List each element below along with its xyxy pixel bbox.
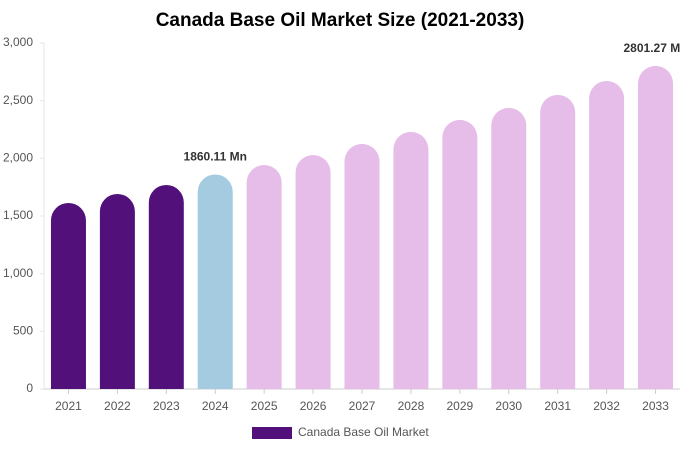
chart-title: Canada Base Oil Market Size (2021-2033) <box>156 10 525 31</box>
bar <box>442 119 478 389</box>
value-label: 2801.27 Mn <box>624 41 680 55</box>
x-tick-label: 2028 <box>398 399 425 413</box>
bar <box>491 107 527 389</box>
bar <box>638 65 674 389</box>
y-tick-label: 1,000 <box>3 266 33 280</box>
x-tick-label: 2023 <box>153 399 180 413</box>
y-tick-label: 2,500 <box>3 93 33 107</box>
y-tick-label: 1,500 <box>3 208 33 222</box>
x-tick-label: 2027 <box>349 399 376 413</box>
y-tick-label: 2,000 <box>3 151 33 165</box>
bar <box>148 184 184 389</box>
y-tick-label: 0 <box>26 381 33 395</box>
bar <box>99 193 135 389</box>
x-tick-label: 2022 <box>104 399 131 413</box>
bar <box>393 131 429 389</box>
bar <box>50 202 86 389</box>
x-tick-label: 2032 <box>593 399 620 413</box>
x-tick-label: 2021 <box>55 399 82 413</box>
bar <box>344 143 380 389</box>
x-tick-label: 2025 <box>251 399 278 413</box>
value-label: 1860.11 Mn <box>184 150 247 164</box>
x-tick-label: 2024 <box>202 399 229 413</box>
legend-label: Canada Base Oil Market <box>298 425 429 439</box>
y-tick-label: 500 <box>13 324 33 338</box>
bar <box>246 165 282 389</box>
bar <box>589 80 625 389</box>
x-tick-label: 2033 <box>642 399 669 413</box>
bar <box>540 94 576 390</box>
legend-swatch <box>252 427 292 439</box>
x-tick-label: 2030 <box>495 399 522 413</box>
bar <box>197 174 233 389</box>
x-tick-label: 2031 <box>544 399 571 413</box>
y-tick-label: 3,000 <box>3 35 33 49</box>
bar <box>295 154 331 389</box>
x-tick-label: 2026 <box>300 399 327 413</box>
x-tick-label: 2029 <box>446 399 473 413</box>
